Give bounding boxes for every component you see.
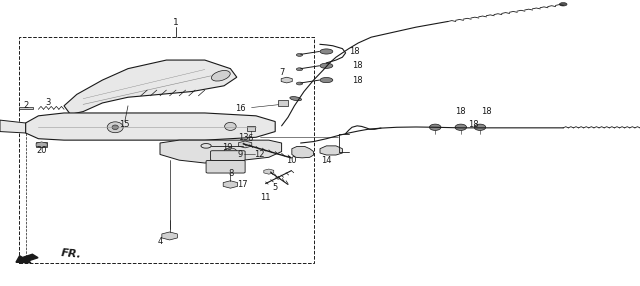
Polygon shape [0,120,26,133]
Bar [247,126,255,131]
Ellipse shape [429,124,441,130]
Polygon shape [26,113,275,140]
Text: 18: 18 [481,107,492,116]
Text: 12: 12 [254,150,264,159]
Text: 2: 2 [23,101,28,110]
Text: 6: 6 [247,134,252,143]
Text: 18: 18 [456,107,466,116]
Text: 11: 11 [260,193,271,202]
Bar [278,100,288,106]
Ellipse shape [211,71,230,81]
Text: 1: 1 [173,18,179,27]
Text: 13: 13 [238,133,248,142]
Circle shape [296,53,303,56]
Bar [19,107,33,109]
Text: 7: 7 [279,68,284,78]
Text: 9: 9 [237,150,243,159]
Circle shape [296,82,303,85]
Ellipse shape [224,148,237,155]
Polygon shape [292,146,314,158]
Text: 5: 5 [273,183,278,192]
Text: 18: 18 [352,76,363,85]
Text: 15: 15 [120,120,130,129]
Polygon shape [160,140,282,163]
FancyBboxPatch shape [211,151,245,160]
Ellipse shape [225,122,236,130]
Ellipse shape [320,63,333,68]
Text: 4: 4 [157,237,163,246]
Text: 10: 10 [286,156,296,165]
Text: 14: 14 [321,156,332,165]
Circle shape [559,3,567,6]
Ellipse shape [112,125,118,130]
Text: 3: 3 [45,98,51,108]
Ellipse shape [290,97,301,101]
FancyBboxPatch shape [206,160,245,173]
Text: FR.: FR. [61,248,83,260]
Bar [19,37,314,263]
Text: 18: 18 [468,120,479,129]
Ellipse shape [107,122,123,133]
Ellipse shape [474,124,486,130]
Ellipse shape [455,124,467,130]
Text: 18: 18 [349,47,360,56]
Text: 8: 8 [228,168,234,178]
Bar [36,142,47,147]
FancyArrow shape [16,254,38,263]
Text: 20: 20 [36,146,47,155]
Polygon shape [64,60,237,114]
Ellipse shape [320,78,333,83]
Text: 16: 16 [235,104,245,113]
Polygon shape [320,146,342,155]
Text: 18: 18 [352,61,363,70]
Text: 19: 19 [222,143,232,152]
Circle shape [296,68,303,71]
Ellipse shape [320,49,333,54]
Text: 17: 17 [237,180,248,189]
